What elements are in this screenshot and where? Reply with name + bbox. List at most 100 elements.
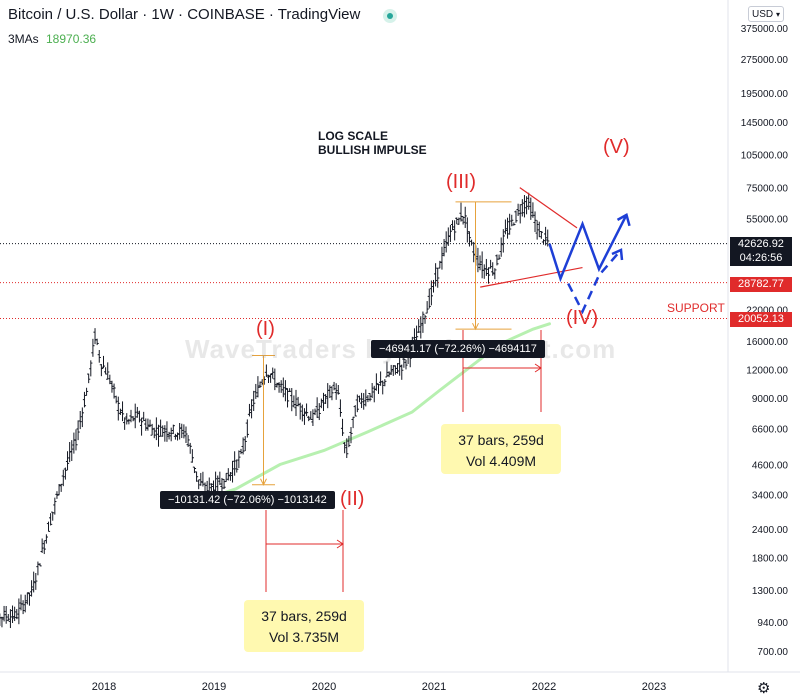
price-bar (366, 395, 370, 403)
price-bar (29, 580, 34, 597)
price-bar (99, 364, 103, 377)
projection-solid-path (548, 214, 628, 283)
price-bar (209, 483, 213, 493)
price-tick-label: 700.00 (757, 647, 788, 658)
measure-1-arrow (260, 478, 267, 486)
price-bar (508, 213, 512, 235)
price-bar (423, 314, 427, 324)
price-bar (541, 239, 546, 245)
price-bar (199, 472, 203, 486)
range-info-2-vol: Vol 4.409M (465, 453, 537, 469)
price-bar (300, 404, 304, 422)
price-bar (514, 210, 518, 223)
price-bar (442, 238, 446, 257)
price-bar (533, 211, 537, 233)
price-bar (254, 383, 258, 399)
price-bar (448, 225, 453, 243)
price-bar (228, 471, 233, 481)
price-bar (235, 459, 239, 473)
measure-label-2: −46941.17 (−72.26%) −4694117 (371, 340, 545, 358)
price-bar (279, 380, 283, 393)
projection-dashed-arrowhead (611, 248, 624, 261)
price-bar (27, 592, 32, 606)
price-bar (175, 432, 180, 441)
price-bar (493, 268, 497, 280)
price-bar (332, 381, 336, 391)
price-bar (118, 408, 123, 415)
price-bar (152, 427, 156, 439)
measure-label-1: −10131.42 (−72.06%) −1013142 (160, 491, 335, 509)
price-bar (224, 472, 228, 483)
scale-note-line-2: BULLISH IMPULSE (318, 143, 427, 157)
range-info-1-vol: Vol 3.735M (268, 629, 340, 645)
price-bar (106, 362, 110, 380)
price-bar (264, 364, 268, 377)
price-bar (531, 202, 535, 218)
price-bar (429, 280, 433, 306)
price-bar (57, 484, 61, 496)
time-tick-label: 2019 (202, 681, 226, 693)
currency-select[interactable]: USD ▾ (748, 6, 784, 22)
price-bar (161, 425, 165, 437)
price-axis: 700.00 940.00 1300.00 1800.00 2400.00 3400.00… (727, 0, 789, 672)
price-bar (233, 451, 237, 476)
price-bar (167, 431, 171, 440)
indicator-label[interactable]: 3MAs (8, 32, 39, 46)
price-bar (478, 255, 482, 271)
price-bar (370, 383, 374, 398)
date-range-1-arrow (336, 539, 344, 549)
price-bar (171, 424, 175, 435)
price-bar (527, 192, 531, 210)
price-bar (288, 388, 292, 392)
price-bar (40, 538, 44, 553)
symbol-title[interactable]: Bitcoin / U.S. Dollar · 1W · COINBASE · … (8, 6, 361, 23)
price-bar (169, 427, 173, 442)
price-bar (544, 226, 548, 246)
price-bar (347, 435, 351, 448)
price-bar (197, 479, 201, 490)
moving-average-line (190, 322, 551, 506)
price-bar (524, 196, 529, 215)
level-tag-1: 28782.77 (730, 277, 792, 292)
price-tick-label: 2400.00 (752, 525, 789, 536)
price-bar (275, 382, 279, 388)
price-bar (23, 594, 27, 613)
price-bar (46, 521, 51, 532)
price-bar (503, 219, 508, 235)
price-bar (304, 403, 309, 417)
price-bar (243, 436, 247, 452)
price-bar (65, 451, 70, 471)
price-bar (453, 220, 457, 241)
price-bar (499, 237, 503, 257)
price-bar (116, 396, 120, 421)
price-bar (38, 563, 42, 567)
price-bar (178, 422, 182, 440)
price-bar (125, 413, 129, 425)
price-bar (131, 416, 135, 422)
price-bar (520, 199, 524, 217)
gear-icon[interactable]: ⚙ (757, 680, 771, 697)
price-bar (34, 572, 38, 590)
price-bar (529, 197, 533, 220)
price-tick-label: 275000.00 (741, 55, 789, 66)
price-bar (21, 600, 25, 615)
price-bar (328, 385, 332, 399)
price-tick-label: 9000.00 (752, 394, 789, 405)
projection-dashed-path (567, 249, 622, 315)
price-bar (8, 609, 13, 629)
price-tick-label: 105000.00 (741, 150, 789, 161)
price-bar (539, 231, 543, 239)
price-bar (376, 383, 381, 394)
price-bar (180, 423, 184, 439)
price-bar (55, 491, 59, 499)
price-bar (93, 328, 97, 345)
triangle-upper-line (519, 187, 578, 229)
price-bar (537, 221, 541, 238)
price-tick-label: 16000.00 (746, 337, 788, 348)
market-status-icon[interactable] (383, 9, 397, 23)
wave-label-iii: (III) (446, 171, 476, 193)
price-bar (497, 254, 501, 260)
price-bar (482, 264, 486, 279)
price-bar (247, 403, 252, 417)
